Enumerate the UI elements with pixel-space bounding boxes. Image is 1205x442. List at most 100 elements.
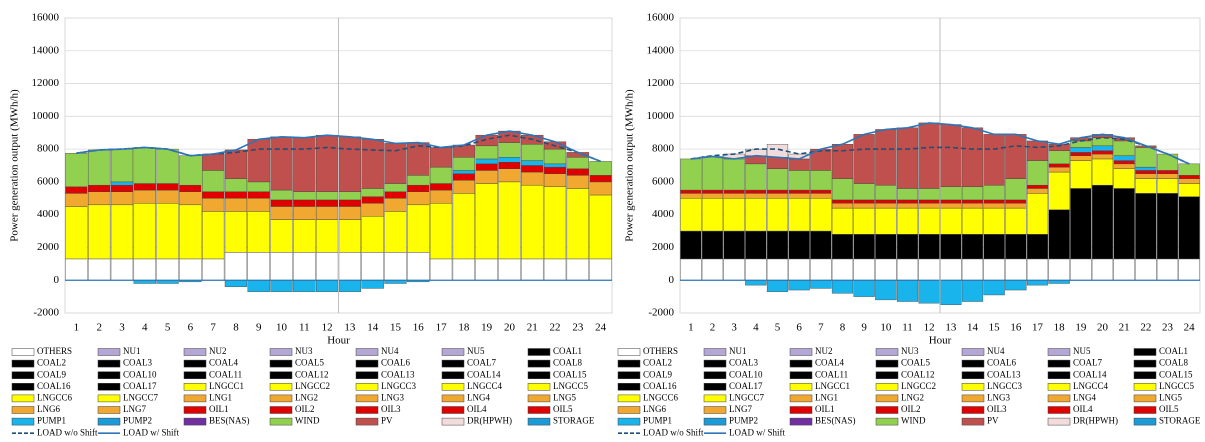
legend-label: OIL1 bbox=[815, 404, 835, 414]
legend-label: OIL4 bbox=[1073, 404, 1093, 414]
bar-segment bbox=[810, 170, 832, 191]
load-line bbox=[690, 136, 1190, 165]
bar-segment bbox=[475, 170, 498, 184]
x-axis-title: Hour bbox=[929, 335, 952, 347]
bar-segment bbox=[853, 258, 875, 281]
bar-segment bbox=[853, 183, 875, 201]
legend-label: OTHERS bbox=[37, 346, 72, 356]
bar-segment bbox=[293, 137, 316, 192]
bar-segment bbox=[315, 252, 339, 281]
x-tick-label: 15 bbox=[390, 322, 402, 334]
bar-segment bbox=[1048, 258, 1070, 281]
bar-segment bbox=[589, 175, 612, 183]
y-tick-label: 8000 bbox=[37, 143, 60, 155]
legend-swatch bbox=[1133, 406, 1157, 414]
bar-segment bbox=[65, 186, 88, 194]
bar-segment bbox=[983, 207, 1005, 235]
legend-label: STORAGE bbox=[1159, 416, 1201, 426]
x-tick-label: 15 bbox=[989, 322, 1001, 334]
bar-segment bbox=[1070, 160, 1092, 189]
legend-label: COAL5 bbox=[901, 358, 930, 368]
bar-segment bbox=[723, 230, 745, 260]
bar-segment bbox=[247, 191, 270, 199]
legend-swatch bbox=[789, 417, 813, 426]
bar-segment bbox=[1178, 258, 1200, 281]
bar-segment bbox=[1005, 280, 1027, 291]
bar-segment bbox=[723, 258, 745, 281]
bar-segment bbox=[961, 234, 984, 260]
legend-label: LNG6 bbox=[643, 404, 666, 414]
bar-segment bbox=[270, 199, 293, 207]
bar-segment bbox=[110, 181, 134, 186]
bar-segment bbox=[589, 161, 612, 176]
x-tick-label: 21 bbox=[1119, 322, 1130, 334]
legend-label: COAL2 bbox=[37, 358, 66, 368]
legend-swatch bbox=[1133, 383, 1157, 391]
x-tick-label: 23 bbox=[1162, 322, 1174, 334]
bar-segment bbox=[1091, 153, 1114, 160]
bar-segment bbox=[110, 184, 134, 192]
bar-segment bbox=[133, 183, 156, 191]
bar-segment bbox=[1026, 188, 1049, 194]
legend-label: STORAGE bbox=[553, 416, 595, 426]
bar-segment bbox=[452, 170, 475, 174]
legend-label: LNG7 bbox=[123, 404, 146, 414]
bar-segment bbox=[788, 158, 810, 171]
bar-segment bbox=[1113, 140, 1135, 156]
x-tick-label: 10 bbox=[880, 322, 892, 334]
legend-label: NU3 bbox=[295, 346, 313, 356]
bar-segment bbox=[1005, 178, 1027, 201]
bar-segment bbox=[831, 178, 854, 201]
legend-swatch bbox=[789, 406, 813, 414]
legend-swatch bbox=[441, 348, 465, 356]
bar-segment bbox=[1005, 258, 1027, 281]
load-line bbox=[76, 130, 601, 163]
legend-swatch bbox=[269, 371, 293, 379]
bar-segment bbox=[745, 230, 767, 260]
y-tick-label: 12000 bbox=[647, 77, 675, 89]
bar-segment bbox=[247, 252, 270, 281]
bar-segment bbox=[338, 206, 362, 220]
legend-swatch bbox=[1047, 383, 1071, 391]
legend-swatch bbox=[441, 371, 465, 379]
x-tick-label: 2 bbox=[710, 322, 716, 334]
bar-segment bbox=[475, 183, 498, 260]
bar-segment bbox=[1091, 145, 1114, 151]
bar-segment bbox=[521, 171, 544, 186]
bar-segment bbox=[543, 258, 567, 281]
legend-swatch bbox=[97, 383, 121, 391]
bar-segment bbox=[1135, 166, 1157, 171]
bar-segment bbox=[983, 234, 1005, 260]
x-tick-label: 11 bbox=[902, 322, 913, 334]
legend-swatch bbox=[961, 394, 985, 403]
bar-segment bbox=[179, 184, 202, 192]
bar-segment bbox=[1005, 234, 1027, 260]
bar-segment bbox=[723, 193, 745, 199]
y-tick-label: 10000 bbox=[647, 110, 675, 122]
bar-segment bbox=[1048, 171, 1070, 210]
legend-label: COAL10 bbox=[729, 369, 763, 379]
bar-segment bbox=[156, 148, 179, 184]
legend-swatch bbox=[527, 348, 551, 356]
legend-swatch bbox=[617, 348, 641, 356]
legend-label: NU5 bbox=[467, 346, 485, 356]
bar-segment bbox=[788, 198, 810, 232]
bar-segment bbox=[853, 234, 875, 260]
bar-segment bbox=[202, 258, 225, 281]
x-tick-label: 13 bbox=[945, 322, 957, 334]
bar-segment bbox=[766, 193, 789, 199]
legend-label: OIL4 bbox=[467, 404, 487, 414]
legend-swatch bbox=[875, 406, 899, 414]
bar-segment bbox=[498, 157, 521, 163]
legend-swatch bbox=[441, 359, 465, 368]
bar-segment bbox=[788, 189, 810, 194]
bar-segment bbox=[1091, 137, 1114, 147]
bar-segment bbox=[1005, 134, 1027, 179]
bar-segment bbox=[407, 191, 430, 206]
bar-segment bbox=[521, 258, 544, 281]
bar-segment bbox=[918, 122, 940, 189]
bar-segment bbox=[701, 258, 724, 281]
legend-swatch bbox=[527, 394, 551, 403]
legend-label: COAL6 bbox=[987, 358, 1016, 368]
